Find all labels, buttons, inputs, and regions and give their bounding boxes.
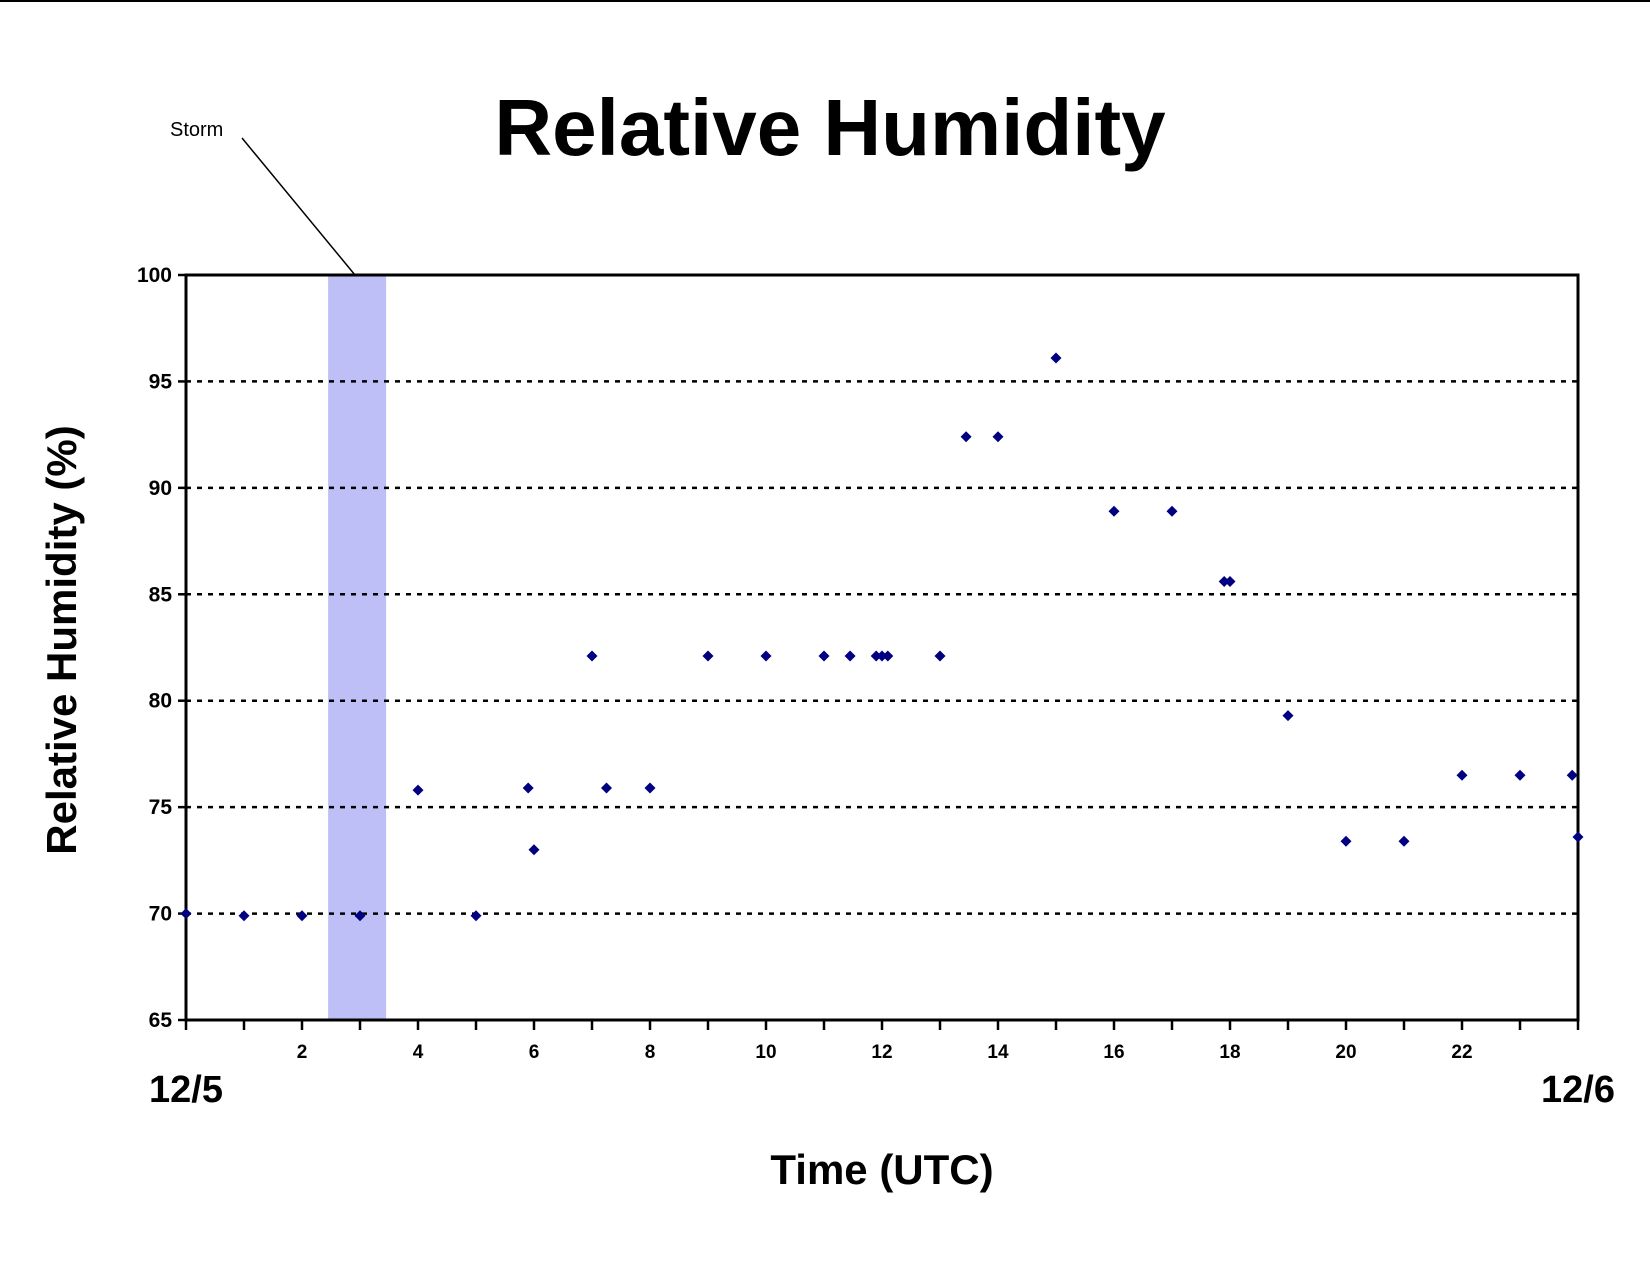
x-tick-label-10: 22 xyxy=(1451,1042,1472,1063)
data-point-32 xyxy=(1572,831,1584,843)
storm-annotation-leader xyxy=(241,137,356,276)
y-tick-label-5: 90 xyxy=(149,477,172,500)
data-point-21 xyxy=(1050,352,1062,364)
data-point-6 xyxy=(522,782,534,794)
x-tick-label-7: 16 xyxy=(1103,1042,1124,1063)
storm-band xyxy=(328,275,387,1020)
data-point-30 xyxy=(1514,769,1526,781)
y-tick-label-4: 85 xyxy=(149,583,173,606)
plot-frame xyxy=(184,273,1580,1022)
data-point-15 xyxy=(870,650,882,662)
data-point-29 xyxy=(1456,769,1468,781)
data-point-1 xyxy=(238,910,250,922)
data-point-0 xyxy=(180,908,192,920)
data-point-10 xyxy=(644,782,656,794)
x-tick-label-6: 14 xyxy=(987,1042,1009,1063)
data-point-31 xyxy=(1566,769,1578,781)
chart-title: Relative Humidity xyxy=(494,83,1166,172)
y-tick-label-0: 65 xyxy=(149,1009,173,1032)
plot-area: 65 70 75 80 85 90 95 100 2 4 6 8 10 12 14 16 18 20 22 xyxy=(137,264,1584,1063)
data-point-2 xyxy=(296,910,308,922)
start-date-label: 12/5 xyxy=(149,1069,223,1111)
x-tick-label-5: 12 xyxy=(871,1042,892,1063)
data-point-20 xyxy=(992,431,1004,443)
data-point-25 xyxy=(1224,576,1236,588)
x-tick-label-8: 18 xyxy=(1219,1042,1240,1063)
data-point-26 xyxy=(1282,710,1294,722)
y-tick-label-6: 95 xyxy=(149,370,173,393)
data-point-23 xyxy=(1166,505,1178,517)
y-tick-label-1: 70 xyxy=(149,903,172,926)
data-point-9 xyxy=(601,782,612,794)
x-tick-label-2: 6 xyxy=(529,1042,540,1063)
data-point-14 xyxy=(844,650,856,662)
x-axis-label: Time (UTC) xyxy=(770,1146,993,1193)
y-tick-label-2: 75 xyxy=(149,796,173,819)
data-point-28 xyxy=(1398,835,1410,847)
storm-annotation-label: Storm xyxy=(170,119,223,141)
data-point-27 xyxy=(1340,835,1352,847)
data-point-13 xyxy=(818,650,830,662)
data-point-12 xyxy=(760,650,772,662)
x-tick-label-1: 4 xyxy=(413,1042,424,1063)
x-tick-label-0: 2 xyxy=(297,1042,308,1063)
data-point-16 xyxy=(876,650,888,662)
top-border xyxy=(0,0,1650,2)
data-point-17 xyxy=(882,650,894,662)
data-point-18 xyxy=(934,650,946,662)
x-tick-label-3: 8 xyxy=(645,1042,656,1063)
data-point-8 xyxy=(586,650,598,662)
data-point-19 xyxy=(960,431,972,443)
data-point-3 xyxy=(354,910,366,922)
data-point-24 xyxy=(1218,576,1230,588)
data-point-11 xyxy=(702,650,714,662)
x-tick-label-4: 10 xyxy=(755,1042,776,1063)
end-date-label: 12/6 xyxy=(1541,1069,1615,1111)
data-point-4 xyxy=(412,784,424,796)
data-point-7 xyxy=(528,844,540,856)
y-tick-label-3: 80 xyxy=(149,690,172,713)
data-point-22 xyxy=(1108,505,1120,517)
x-tick-label-9: 20 xyxy=(1335,1042,1356,1063)
data-point-5 xyxy=(470,910,482,922)
y-tick-label-7: 100 xyxy=(137,264,172,287)
y-axis-label: Relative Humidity (%) xyxy=(38,425,85,854)
